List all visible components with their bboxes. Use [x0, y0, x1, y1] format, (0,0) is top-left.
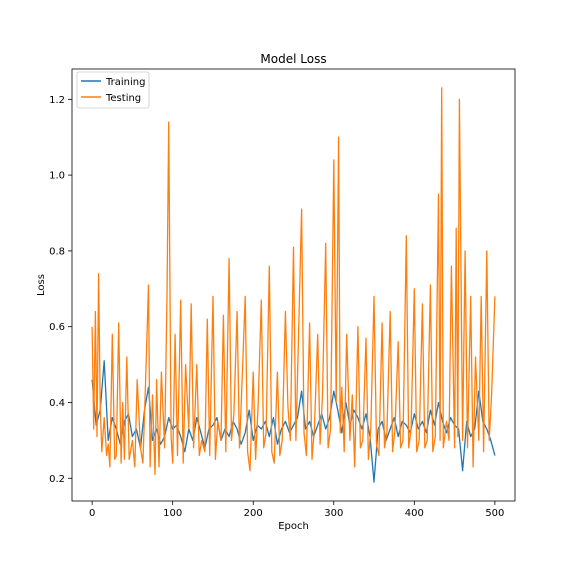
x-tick-label: 400 — [405, 508, 424, 519]
x-tick-label: 100 — [163, 508, 182, 519]
axes-frame — [71, 68, 516, 502]
x-axis: 0 100 200 300 400 500 — [89, 501, 504, 519]
y-tick-label: 0.2 — [49, 474, 65, 485]
x-tick-label: 0 — [89, 508, 95, 519]
y-axis-label: Loss — [36, 274, 47, 296]
y-tick-label: 0.4 — [49, 398, 65, 409]
y-tick-label: 1.0 — [49, 171, 65, 182]
y-tick-label: 1.2 — [49, 95, 65, 106]
x-tick-label: 300 — [324, 508, 343, 519]
x-tick-label: 200 — [244, 508, 263, 519]
legend: Training Testing — [76, 71, 150, 109]
legend-label-training: Training — [105, 77, 145, 88]
plot-area — [91, 87, 496, 483]
legend-label-testing: Testing — [105, 93, 141, 104]
x-axis-label: Epoch — [278, 521, 309, 532]
y-axis: 0.2 0.4 0.6 0.8 1.0 1.2 — [49, 95, 72, 485]
y-tick-label: 0.8 — [49, 246, 65, 257]
y-tick-label: 0.6 — [49, 322, 65, 333]
x-tick-label: 500 — [485, 508, 504, 519]
chart-title: Model Loss — [260, 52, 326, 66]
series-line-testing — [91, 87, 496, 476]
